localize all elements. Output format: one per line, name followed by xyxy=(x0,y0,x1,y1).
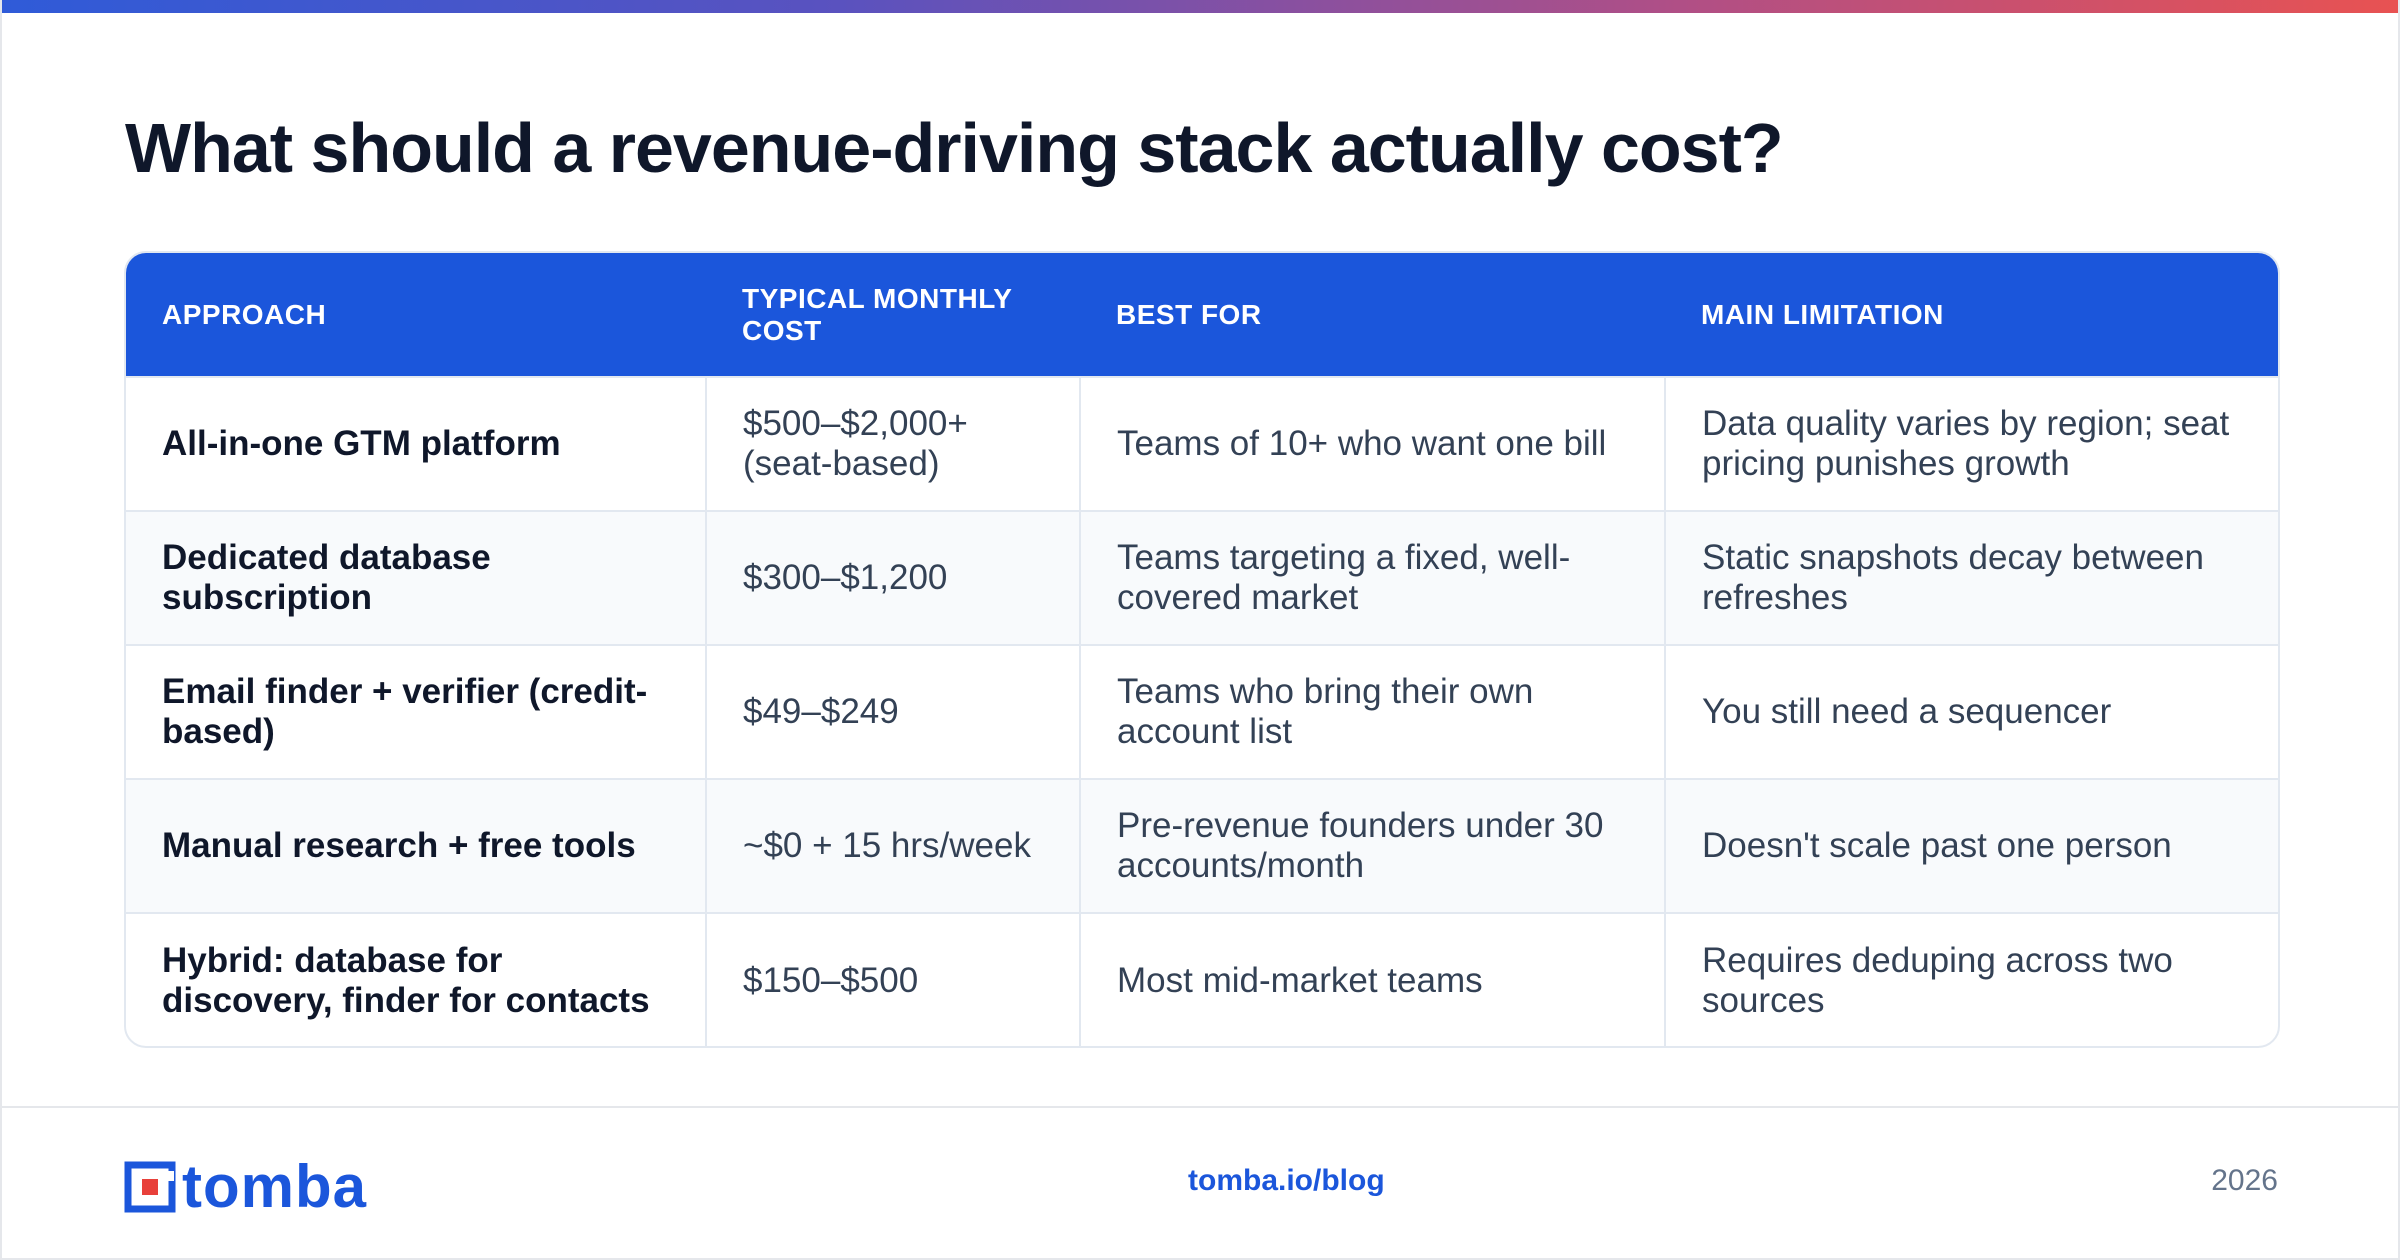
page-title: What should a revenue-driving stack actu… xyxy=(125,109,1784,187)
cell-cost: $150–$500 xyxy=(705,912,1080,1046)
cell-cost: ~$0 + 15 hrs/week xyxy=(705,778,1080,913)
cell-best-for: Teams targeting a fixed, well-covered ma… xyxy=(1079,510,1665,645)
header-approach: APPROACH xyxy=(162,298,327,330)
logo-wordmark: tomba xyxy=(182,1153,367,1220)
cell-approach: All-in-one GTM platform xyxy=(126,376,706,511)
footer-year: 2026 xyxy=(2211,1164,2278,1197)
cell-cost: $300–$1,200 xyxy=(705,510,1080,645)
tomba-logo-icon xyxy=(124,1161,176,1213)
cell-limitation: Static snapshots decay between refreshes xyxy=(1664,510,2278,645)
cell-best-for: Pre-revenue founders under 30 accounts/m… xyxy=(1079,778,1665,913)
blog-link[interactable]: tomba.io/blog xyxy=(1188,1164,1385,1197)
cell-best-for: Most mid-market teams xyxy=(1079,912,1665,1046)
cell-limitation: Requires deduping across two sources xyxy=(1664,912,2278,1046)
header-monthly-cost: TYPICAL MONTHLY COST xyxy=(742,282,1012,346)
table-row: All-in-one GTM platform $500–$2,000+ (se… xyxy=(126,376,2278,511)
cell-best-for: Teams of 10+ who want one bill xyxy=(1079,376,1665,511)
cell-cost: $49–$249 xyxy=(705,644,1080,779)
cell-limitation: Data quality varies by region; seat pric… xyxy=(1664,376,2278,511)
cell-cost: $500–$2,000+ (seat-based) xyxy=(705,376,1080,511)
table-row: Manual research + free tools ~$0 + 15 hr… xyxy=(126,778,2278,913)
cell-best-for: Teams who bring their own account list xyxy=(1079,644,1665,779)
footer-divider xyxy=(2,1106,2398,1108)
table-header-row: APPROACH TYPICAL MONTHLY COST BEST FOR M… xyxy=(126,253,2278,377)
cell-limitation: Doesn't scale past one person xyxy=(1664,778,2278,913)
cell-limitation: You still need a sequencer xyxy=(1664,644,2278,779)
table-row: Hybrid: database for discovery, finder f… xyxy=(126,912,2278,1046)
cell-approach: Dedicated database subscription xyxy=(126,510,706,645)
cell-approach: Email finder + verifier (credit-based) xyxy=(126,644,706,779)
cell-approach: Manual research + free tools xyxy=(126,778,706,913)
header-main-limitation: MAIN LIMITATION xyxy=(1701,298,1944,330)
table-row: Dedicated database subscription $300–$1,… xyxy=(126,510,2278,645)
tomba-logo[interactable]: tomba xyxy=(124,1157,367,1217)
table-row: Email finder + verifier (credit-based) $… xyxy=(126,644,2278,779)
header-best-for: BEST FOR xyxy=(1116,298,1262,330)
cell-approach: Hybrid: database for discovery, finder f… xyxy=(126,912,706,1046)
cost-comparison-table: APPROACH TYPICAL MONTHLY COST BEST FOR M… xyxy=(124,251,2280,1048)
gradient-accent-bar xyxy=(2,0,2398,13)
